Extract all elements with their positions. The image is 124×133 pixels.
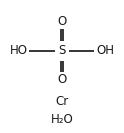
Text: O: O bbox=[57, 73, 67, 86]
Text: Cr: Cr bbox=[55, 95, 69, 108]
Text: OH: OH bbox=[96, 44, 114, 57]
Text: H₂O: H₂O bbox=[51, 113, 73, 126]
Text: HO: HO bbox=[10, 44, 28, 57]
Text: S: S bbox=[58, 44, 66, 57]
Text: O: O bbox=[57, 15, 67, 28]
